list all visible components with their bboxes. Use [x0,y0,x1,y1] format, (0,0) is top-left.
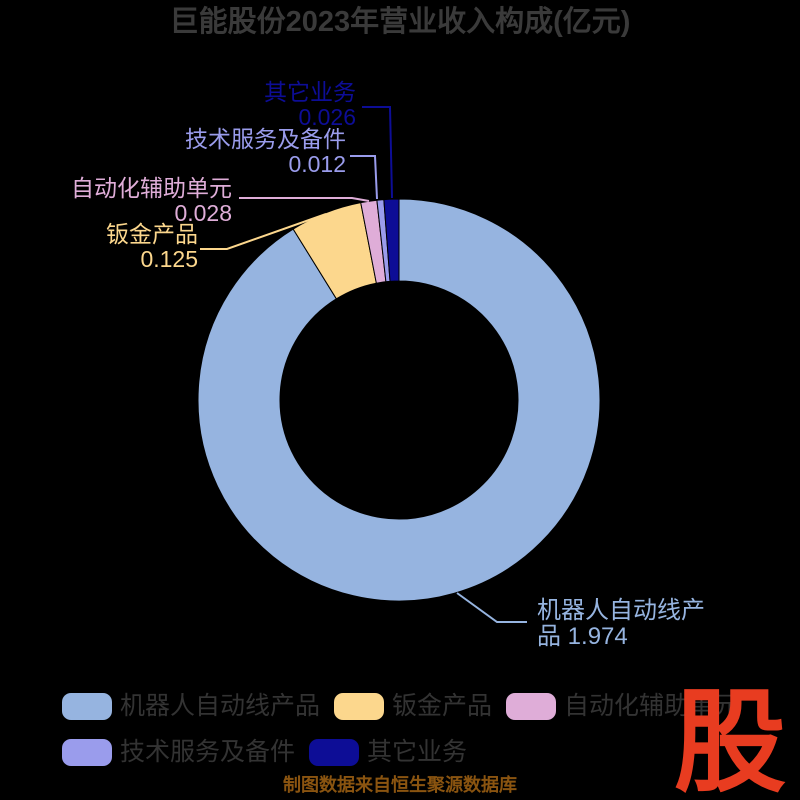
legend-swatch [309,739,360,766]
slice-callout-robot-line: 机器人自动线产品 1.974 [537,598,715,650]
label-line-robot-line [456,592,527,623]
slice-label-name: 其它业务 [264,79,356,105]
legend-swatch [62,739,112,766]
legend-label: 机器人自动线产品 [120,692,321,720]
slice-label-value: 0.026 [298,104,356,130]
slice-callout-tech-service: 技术服务及备件 0.012 [185,127,346,177]
legend-swatch [62,693,112,720]
label-line-other [362,106,393,199]
slice-label-value: 1.974 [567,623,628,650]
legend-label: 技术服务及备件 [120,738,296,766]
pie-slice[interactable] [383,198,400,282]
legend-item-tech-service[interactable]: 技术服务及备件 [62,739,295,766]
chart-title: 巨能股份2023年营业收入构成(亿元) [169,6,631,38]
slice-label-value: 0.028 [174,200,232,226]
slice-callout-other: 其它业务 0.026 [264,80,356,130]
legend-swatch [506,693,557,720]
legend-label: 钣金产品 [392,692,493,720]
slice-callout-auto-aux: 自动化辅助单元 0.028 [71,176,232,226]
label-line-tech-service [350,155,378,200]
slice-label-name: 钣金产品 [106,221,198,247]
slice-label-value: 0.125 [140,246,198,272]
legend-swatch [334,693,385,720]
legend-row-1: 机器人自动线产品 钣金产品 自动化辅助单元 [62,693,739,720]
slice-label-value: 0.012 [288,151,346,177]
data-source-note: 制图数据来自恒生聚源数据库 [283,775,517,795]
legend-label: 其它业务 [367,738,468,766]
label-line-auto-aux [239,197,370,202]
slice-label-name: 技术服务及备件 [185,126,346,152]
brand-logo: 股 [674,680,786,800]
slice-label-name: 自动化辅助单元 [71,175,232,201]
legend-label: 自动化辅助单元 [564,692,740,720]
legend-item-robot-line[interactable]: 机器人自动线产品 [62,693,320,720]
pie-slice[interactable] [197,198,601,602]
legend-row-2: 技术服务及备件 其它业务 [62,739,467,766]
slice-callout-sheet-metal: 钣金产品 0.125 [106,222,198,272]
legend-item-other[interactable]: 其它业务 [309,739,467,766]
legend-item-sheet-metal[interactable]: 钣金产品 [334,693,492,720]
legend-item-auto-aux[interactable]: 自动化辅助单元 [506,693,739,720]
slice-label-name: 机器人自动线产品 [537,597,705,650]
label-line-sheet-metal [200,213,327,250]
